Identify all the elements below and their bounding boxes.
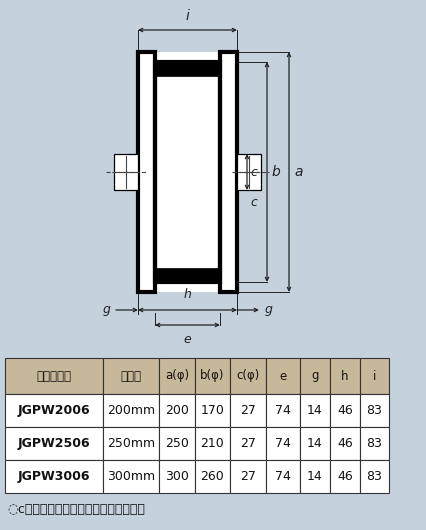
- Bar: [194, 358, 230, 394]
- Text: c(φ): c(φ): [236, 369, 259, 383]
- Text: 260: 260: [200, 470, 224, 483]
- Bar: [103, 394, 159, 427]
- Text: 14: 14: [306, 404, 322, 417]
- Text: b(φ): b(φ): [200, 369, 224, 383]
- Text: 27: 27: [239, 437, 255, 450]
- Text: サイズ: サイズ: [121, 369, 141, 383]
- Bar: [155, 76, 219, 268]
- Bar: [359, 427, 388, 460]
- Bar: [329, 394, 359, 427]
- Text: e: e: [279, 369, 286, 383]
- Bar: [5, 460, 103, 493]
- Text: JGPW2506: JGPW2506: [17, 437, 90, 450]
- Text: 250mm: 250mm: [107, 437, 155, 450]
- Bar: [155, 62, 219, 282]
- Text: i: i: [372, 369, 375, 383]
- Text: h: h: [183, 288, 191, 301]
- Bar: [103, 427, 159, 460]
- Text: 250: 250: [165, 437, 189, 450]
- Text: 83: 83: [366, 404, 382, 417]
- Bar: [159, 394, 194, 427]
- Text: JGPW2006: JGPW2006: [17, 404, 90, 417]
- Text: a: a: [294, 165, 302, 179]
- Bar: [359, 358, 388, 394]
- Text: h: h: [340, 369, 348, 383]
- Bar: [159, 358, 194, 394]
- Bar: [329, 427, 359, 460]
- Bar: [194, 460, 230, 493]
- Bar: [230, 460, 265, 493]
- Text: 83: 83: [366, 437, 382, 450]
- Text: 14: 14: [306, 470, 322, 483]
- Text: ◌c寸法はベアリング押えの内径です。: ◌c寸法はベアリング押えの内径です。: [7, 503, 144, 516]
- Bar: [299, 460, 329, 493]
- Text: 74: 74: [274, 470, 290, 483]
- Bar: [359, 460, 388, 493]
- Text: i: i: [185, 9, 189, 23]
- Bar: [155, 268, 219, 282]
- Text: 46: 46: [336, 437, 352, 450]
- Bar: [103, 460, 159, 493]
- Bar: [155, 62, 219, 76]
- Text: 83: 83: [366, 470, 382, 483]
- Bar: [230, 427, 265, 460]
- Text: 210: 210: [200, 437, 224, 450]
- Text: 74: 74: [274, 437, 290, 450]
- Bar: [265, 427, 299, 460]
- Bar: [159, 427, 194, 460]
- Text: 46: 46: [336, 470, 352, 483]
- Bar: [329, 460, 359, 493]
- Bar: [138, 52, 236, 292]
- Text: 27: 27: [239, 404, 255, 417]
- Bar: [5, 358, 103, 394]
- Bar: [299, 358, 329, 394]
- Bar: [5, 394, 103, 427]
- Text: g: g: [311, 369, 318, 383]
- Bar: [299, 394, 329, 427]
- Bar: [194, 394, 230, 427]
- Bar: [114, 154, 138, 190]
- Bar: [159, 460, 194, 493]
- Text: a(φ): a(φ): [164, 369, 189, 383]
- Text: 170: 170: [200, 404, 224, 417]
- Text: JGPW3006: JGPW3006: [18, 470, 90, 483]
- Bar: [299, 427, 329, 460]
- Bar: [103, 358, 159, 394]
- Bar: [5, 427, 103, 460]
- Text: 27: 27: [239, 470, 255, 483]
- Bar: [359, 394, 388, 427]
- Text: 200: 200: [165, 404, 189, 417]
- Bar: [230, 394, 265, 427]
- Bar: [265, 394, 299, 427]
- Text: b: b: [271, 165, 280, 179]
- Bar: [329, 358, 359, 394]
- Text: g: g: [102, 304, 110, 316]
- Text: 46: 46: [336, 404, 352, 417]
- Text: c: c: [249, 165, 256, 179]
- Text: 商品コード: 商品コード: [36, 369, 71, 383]
- Text: 200mm: 200mm: [107, 404, 155, 417]
- Text: 300: 300: [165, 470, 189, 483]
- Text: 300mm: 300mm: [107, 470, 155, 483]
- Bar: [194, 427, 230, 460]
- Bar: [265, 358, 299, 394]
- Bar: [230, 358, 265, 394]
- Text: g: g: [265, 304, 272, 316]
- Text: 74: 74: [274, 404, 290, 417]
- Bar: [265, 460, 299, 493]
- Bar: [219, 52, 236, 292]
- Bar: [236, 154, 260, 190]
- Text: e: e: [183, 333, 191, 346]
- Bar: [138, 52, 155, 292]
- Text: c: c: [249, 196, 256, 209]
- Text: 14: 14: [306, 437, 322, 450]
